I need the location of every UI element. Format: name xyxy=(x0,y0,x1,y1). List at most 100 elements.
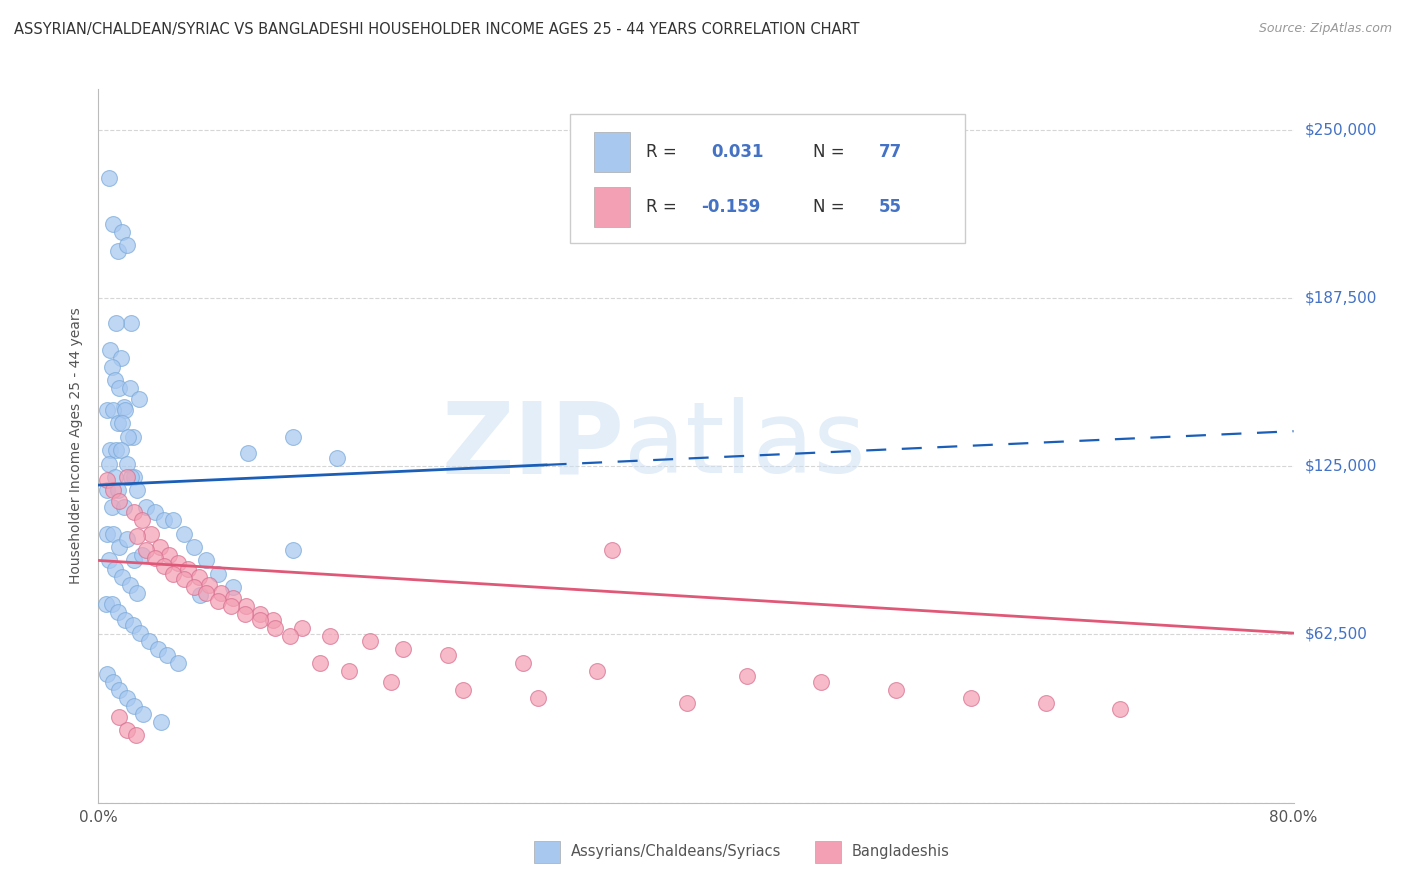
Point xyxy=(960,690,983,705)
Point xyxy=(263,621,285,635)
Point xyxy=(108,682,131,697)
Point xyxy=(98,443,122,458)
Text: N =: N = xyxy=(813,198,845,216)
Point xyxy=(114,402,136,417)
Point xyxy=(209,586,232,600)
Point xyxy=(103,674,125,689)
Point xyxy=(281,429,304,443)
Point xyxy=(115,470,138,484)
Point xyxy=(600,542,623,557)
Text: $250,000: $250,000 xyxy=(1305,122,1376,137)
Text: $62,500: $62,500 xyxy=(1305,627,1368,642)
Point xyxy=(884,682,907,697)
Text: Bangladeshis: Bangladeshis xyxy=(852,845,950,859)
Point xyxy=(512,656,534,670)
Text: 77: 77 xyxy=(879,143,903,161)
Point xyxy=(108,540,131,554)
Point xyxy=(139,526,162,541)
Point xyxy=(166,556,188,570)
Point xyxy=(118,577,141,591)
Point xyxy=(451,682,474,697)
Point xyxy=(103,217,125,231)
Point xyxy=(326,451,349,466)
Point xyxy=(221,599,243,614)
Point xyxy=(107,483,129,498)
Point xyxy=(194,586,218,600)
Point xyxy=(94,597,117,611)
Point xyxy=(359,634,381,648)
Point xyxy=(96,666,118,681)
Point xyxy=(735,669,758,683)
Point xyxy=(101,597,124,611)
Text: $187,500: $187,500 xyxy=(1305,291,1376,305)
Point xyxy=(135,542,157,557)
Point xyxy=(104,373,127,387)
Text: ZIP: ZIP xyxy=(441,398,624,494)
Point xyxy=(96,483,118,498)
Point xyxy=(1109,701,1132,715)
Point xyxy=(153,513,176,527)
Point xyxy=(112,400,135,414)
Text: Assyrians/Chaldeans/Syriacs: Assyrians/Chaldeans/Syriacs xyxy=(571,845,782,859)
Point xyxy=(222,591,245,606)
Point xyxy=(187,569,209,583)
Point xyxy=(124,698,146,713)
Point xyxy=(118,381,141,395)
Point xyxy=(110,351,132,366)
Point xyxy=(339,664,360,678)
Point xyxy=(112,500,135,514)
Point xyxy=(96,402,118,417)
Point xyxy=(173,526,195,541)
Point xyxy=(120,470,142,484)
Point xyxy=(107,244,129,258)
Point xyxy=(127,483,149,498)
Text: -0.159: -0.159 xyxy=(700,198,761,216)
Point xyxy=(278,629,301,643)
Point xyxy=(262,613,284,627)
Text: $125,000: $125,000 xyxy=(1305,458,1376,474)
Point xyxy=(437,648,460,662)
FancyBboxPatch shape xyxy=(595,187,630,227)
Point xyxy=(104,561,127,575)
Point xyxy=(103,526,125,541)
Point xyxy=(105,443,128,458)
Point xyxy=(101,359,124,374)
Point xyxy=(380,674,402,689)
Point xyxy=(157,548,180,562)
Point xyxy=(149,540,172,554)
Point xyxy=(207,594,229,608)
Text: 55: 55 xyxy=(879,198,901,216)
Point xyxy=(392,642,415,657)
Point xyxy=(207,566,229,581)
Point xyxy=(127,586,149,600)
Point xyxy=(235,599,257,614)
Point xyxy=(135,500,157,514)
Point xyxy=(233,607,256,622)
Point xyxy=(676,696,699,710)
Point xyxy=(143,550,166,565)
Point xyxy=(101,500,124,514)
Point xyxy=(111,416,134,430)
Point xyxy=(290,621,312,635)
Point xyxy=(96,526,118,541)
Text: ASSYRIAN/CHALDEAN/SYRIAC VS BANGLADESHI HOUSEHOLDER INCOME AGES 25 - 44 YEARS CO: ASSYRIAN/CHALDEAN/SYRIAC VS BANGLADESHI … xyxy=(14,22,859,37)
Point xyxy=(115,532,138,546)
Point xyxy=(110,443,132,458)
Point xyxy=(143,505,166,519)
Text: R =: R = xyxy=(645,143,676,161)
Point xyxy=(111,225,134,239)
Point xyxy=(124,470,146,484)
Point xyxy=(115,723,138,737)
Point xyxy=(810,674,832,689)
Point xyxy=(97,457,120,471)
Point xyxy=(115,238,138,252)
Point xyxy=(586,664,609,678)
Point xyxy=(114,613,136,627)
Point xyxy=(129,626,152,640)
Point xyxy=(117,429,139,443)
Point xyxy=(107,416,129,430)
FancyBboxPatch shape xyxy=(571,114,965,243)
Point xyxy=(281,542,304,557)
Point xyxy=(111,569,134,583)
Point xyxy=(1035,696,1057,710)
